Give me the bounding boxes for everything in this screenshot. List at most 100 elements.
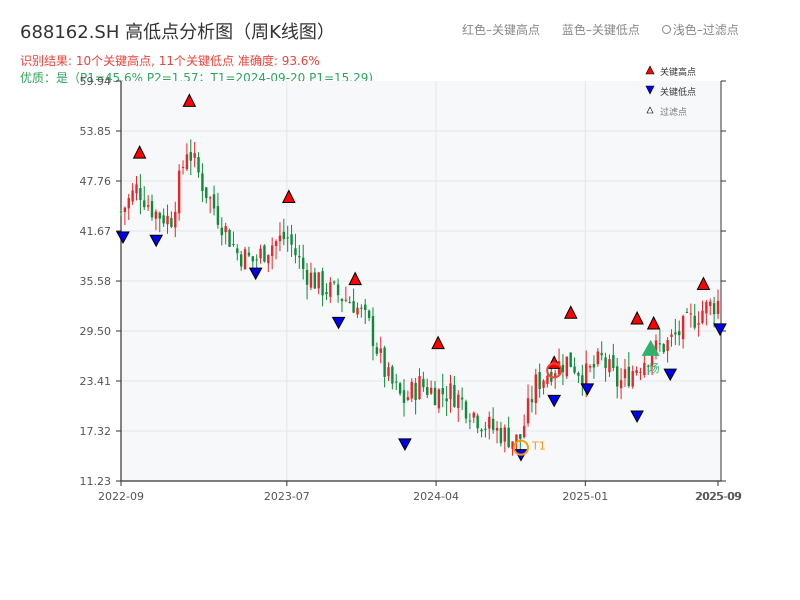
candle-body	[491, 418, 495, 430]
candle-body	[697, 323, 700, 325]
candle-body	[526, 398, 530, 424]
candle-body	[569, 352, 572, 368]
candle-body	[313, 272, 317, 289]
candle-body	[464, 401, 468, 419]
x-tick-label: 2022-09	[98, 490, 144, 503]
candle-body	[216, 206, 220, 225]
key-high-marker	[431, 335, 445, 350]
key-high-marker	[646, 315, 661, 330]
legend-high-icon	[645, 65, 655, 75]
key-low-marker	[547, 394, 562, 408]
candle-body	[418, 376, 421, 400]
candle-body	[406, 397, 410, 400]
candle-body	[391, 366, 394, 384]
candle-body	[127, 198, 130, 209]
candle-body	[453, 384, 456, 407]
candle-body	[239, 254, 243, 267]
candle-body	[503, 427, 506, 442]
candle-body	[402, 390, 406, 403]
candle-body	[251, 256, 255, 262]
top-legend: 红色–关键高点 蓝色–关键低点 浅色–过滤点	[462, 21, 757, 38]
candle-body	[678, 331, 681, 336]
candle-body	[515, 434, 518, 443]
candle-body	[488, 416, 491, 429]
candle-body	[232, 244, 235, 246]
candle-body	[282, 231, 286, 240]
candle-body	[643, 362, 646, 376]
candle-body	[290, 234, 293, 245]
candle-body	[364, 304, 367, 310]
candle-body	[600, 353, 603, 356]
candle-body	[693, 315, 696, 328]
filtered-marker	[641, 339, 660, 356]
candle-body	[577, 372, 580, 376]
key-high-marker	[696, 276, 711, 291]
candle-body	[542, 380, 545, 388]
candle-body	[561, 365, 565, 373]
candle-body	[309, 272, 313, 288]
candle-body	[499, 427, 503, 444]
candle-body	[670, 334, 673, 337]
candle-body	[150, 201, 154, 218]
candle-body	[449, 383, 452, 400]
chart-title: 688162.SH 高低点分析图（周K线图）	[20, 22, 335, 43]
candle-body	[360, 307, 363, 309]
t1-circle	[513, 439, 529, 456]
candle-body	[193, 153, 196, 158]
candle-body	[511, 441, 514, 449]
candle-body	[534, 374, 537, 403]
candle-body	[522, 425, 526, 438]
candle-body	[709, 301, 712, 306]
candle-body	[329, 282, 332, 297]
key-low-marker	[663, 368, 678, 382]
y-tick-label: 47.76	[80, 175, 112, 188]
x-tick-label: 2023-07	[264, 490, 310, 503]
key-low-marker	[116, 231, 130, 245]
circle-icon	[661, 25, 671, 34]
candle-body	[581, 375, 584, 386]
candle-body	[298, 256, 301, 258]
candle-body	[484, 428, 487, 430]
candle-body	[371, 316, 375, 347]
candle-body	[139, 188, 142, 200]
legend-filtered-label: 过滤点	[660, 106, 687, 118]
candle-body	[243, 249, 247, 270]
t1-label: T1	[531, 440, 546, 453]
filtered-label: 场	[649, 361, 660, 375]
candle-body	[197, 157, 200, 173]
candle-body	[379, 348, 382, 353]
x-tick-label: 2025-01	[562, 490, 608, 503]
candle-body	[224, 226, 227, 233]
candle-body	[177, 170, 181, 214]
candle-body	[650, 355, 654, 367]
highlight-high-circle	[546, 362, 563, 379]
candle-body	[674, 332, 677, 335]
candle-body	[259, 248, 262, 259]
candle-body	[705, 301, 708, 314]
candle-body	[166, 215, 169, 225]
candle-body	[325, 292, 328, 295]
candle-body	[367, 310, 371, 318]
candle-body	[441, 388, 444, 395]
candle-body	[185, 154, 189, 170]
candle-body	[573, 366, 576, 373]
candle-body	[584, 363, 588, 388]
candle-body	[639, 371, 642, 373]
x-tick-label-overlap: 2025-09	[696, 490, 742, 503]
candle-body	[263, 245, 266, 262]
candle-body	[294, 248, 297, 256]
candle-body	[305, 269, 309, 285]
candle-body	[426, 387, 429, 395]
key-low-marker	[630, 410, 644, 424]
candle-body	[631, 371, 634, 387]
candle-body	[270, 245, 274, 256]
candle-body	[546, 375, 549, 384]
y-tick-label: 35.58	[80, 275, 112, 288]
candle-body	[170, 218, 173, 227]
key-low-marker	[580, 383, 595, 396]
candle-body	[507, 427, 510, 448]
candle-body	[480, 429, 483, 432]
candle-body	[356, 307, 359, 315]
y-tick-label: 11.23	[80, 475, 112, 488]
